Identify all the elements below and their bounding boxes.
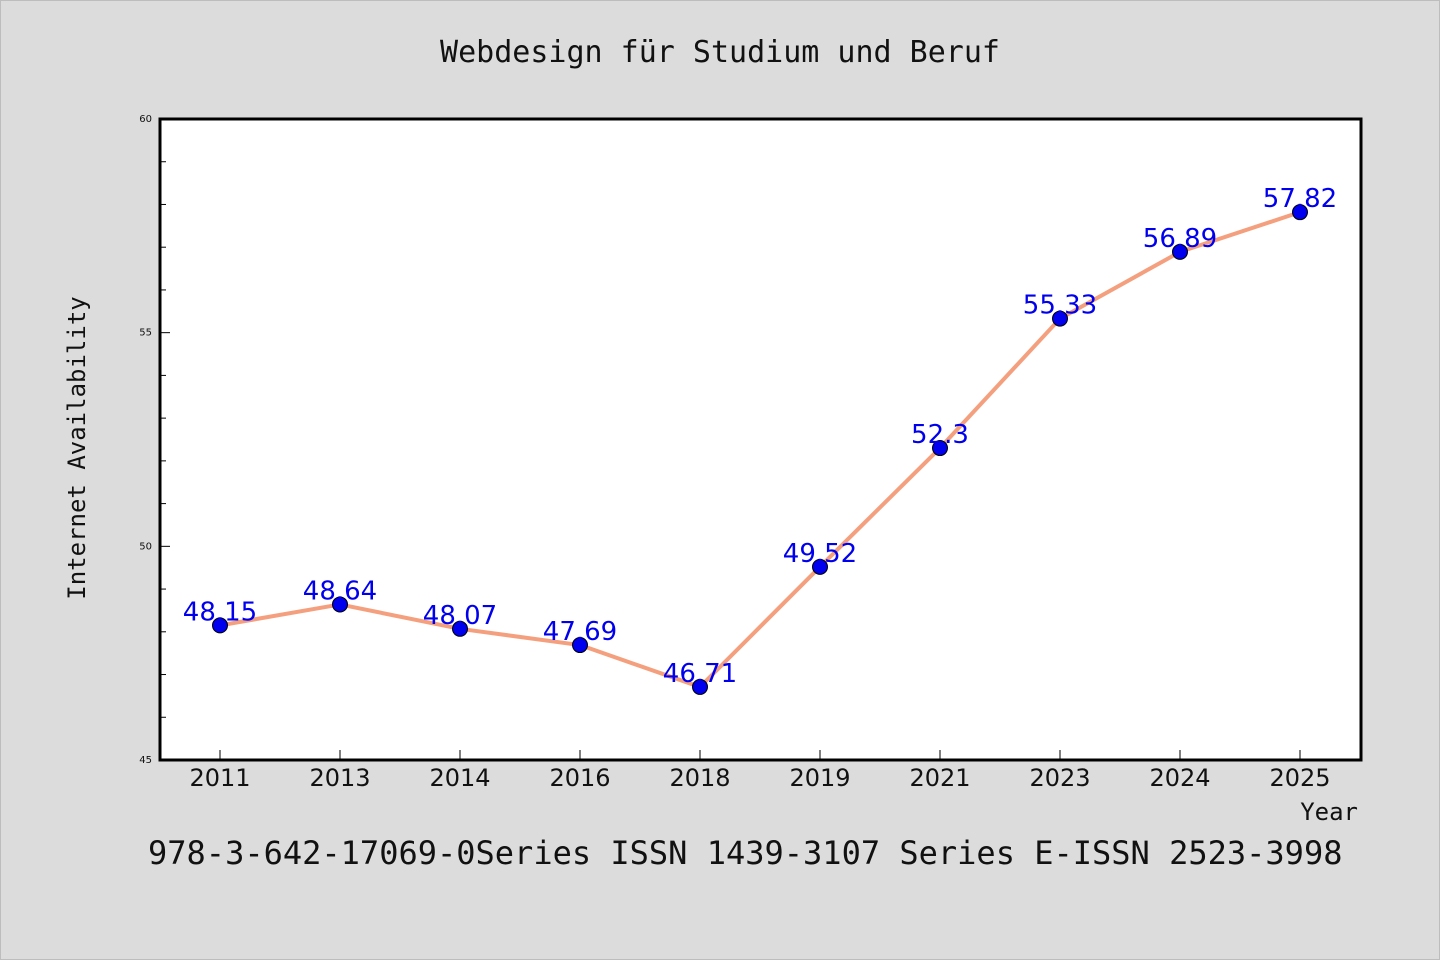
x-tick-label: 2023 [1029,764,1090,792]
x-tick-label: 2024 [1149,764,1210,792]
data-point [1172,243,1188,260]
data-label: 48.07 [423,601,497,631]
data-points [212,204,1308,695]
y-tick-label: 55 [139,328,152,339]
data-label: 47.69 [543,617,617,647]
x-axis-label: Year [1300,798,1358,826]
footer-isbn-issn: 978-3-642-17069-0Series ISSN 1439-3107 S… [148,834,1342,872]
data-point [692,678,708,695]
data-label: 56.89 [1143,224,1217,254]
data-point [1052,310,1068,327]
data-label: 46.71 [663,659,737,689]
data-point [332,596,348,613]
chart-title: Webdesign für Studium und Beruf [440,35,1000,70]
series-line-group [218,210,1302,689]
x-tick-label: 2011 [189,764,250,792]
data-labels: 48.15 48.64 48.07 47.69 46.71 49.52 52.3 55.33 5… [183,184,1337,689]
y-tick-label: 45 [139,755,152,766]
y-tick-label: 60 [139,114,152,125]
data-label: 55.33 [1023,291,1097,321]
data-point [452,620,468,637]
plot-area [158,117,1363,762]
x-axis: 2011 2013 2014 2016 2018 2019 2021 2023 2024 2025 [189,750,1331,792]
data-point [812,558,828,575]
x-tick-label: 2021 [909,764,970,792]
x-tick-label: 2014 [429,764,490,792]
data-label: 57.82 [1263,184,1337,214]
x-tick-label: 2016 [549,764,610,792]
data-label: 49.52 [783,539,857,569]
y-axis-label: Internet Availability [63,296,91,599]
x-tick-label: 2019 [789,764,850,792]
y-tick-label: 50 [139,541,152,552]
data-point [932,440,948,457]
x-tick-label: 2025 [1269,764,1330,792]
data-point [212,617,228,634]
data-point [1292,204,1308,221]
series-line [218,210,1302,689]
data-label: 52.3 [911,420,969,450]
data-point [572,637,588,654]
x-tick-label: 2018 [669,764,730,792]
data-label: 48.15 [183,597,257,627]
data-label: 48.64 [303,576,377,606]
y-axis: 45 50 55 60 [139,114,170,766]
x-tick-label: 2013 [309,764,370,792]
